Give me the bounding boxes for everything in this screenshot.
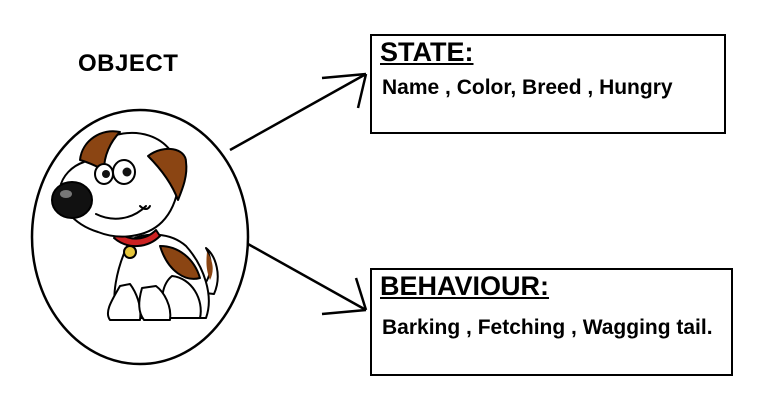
- dog-front-leg-right: [138, 285, 172, 321]
- arrow-to-state: [229, 72, 368, 152]
- state-box: STATE: Name , Color, Breed , Hungry: [370, 34, 726, 134]
- arrow-to-behaviour: [247, 242, 368, 316]
- behaviour-methods: Barking , Fetching , Wagging tail.: [382, 316, 713, 339]
- dog-illustration: [51, 130, 219, 321]
- dog-ear-left: [79, 130, 121, 171]
- dog-tail: [195, 247, 219, 295]
- dog-tag: [123, 245, 137, 259]
- state-heading: STATE:: [380, 37, 474, 67]
- dog-front-leg-left: [106, 283, 142, 321]
- behaviour-heading: BEHAVIOUR:: [380, 271, 550, 301]
- behaviour-box: BEHAVIOUR: Barking , Fetching , Wagging …: [370, 268, 733, 376]
- dog-body-patch: [159, 245, 201, 280]
- dog-ear-right: [147, 147, 188, 201]
- dog-collar: [113, 229, 161, 247]
- dog-mouth: [95, 205, 147, 220]
- state-attributes: Name , Color, Breed , Hungry: [382, 76, 673, 99]
- dog-nose: [51, 181, 93, 219]
- object-title: OBJECT: [78, 50, 179, 77]
